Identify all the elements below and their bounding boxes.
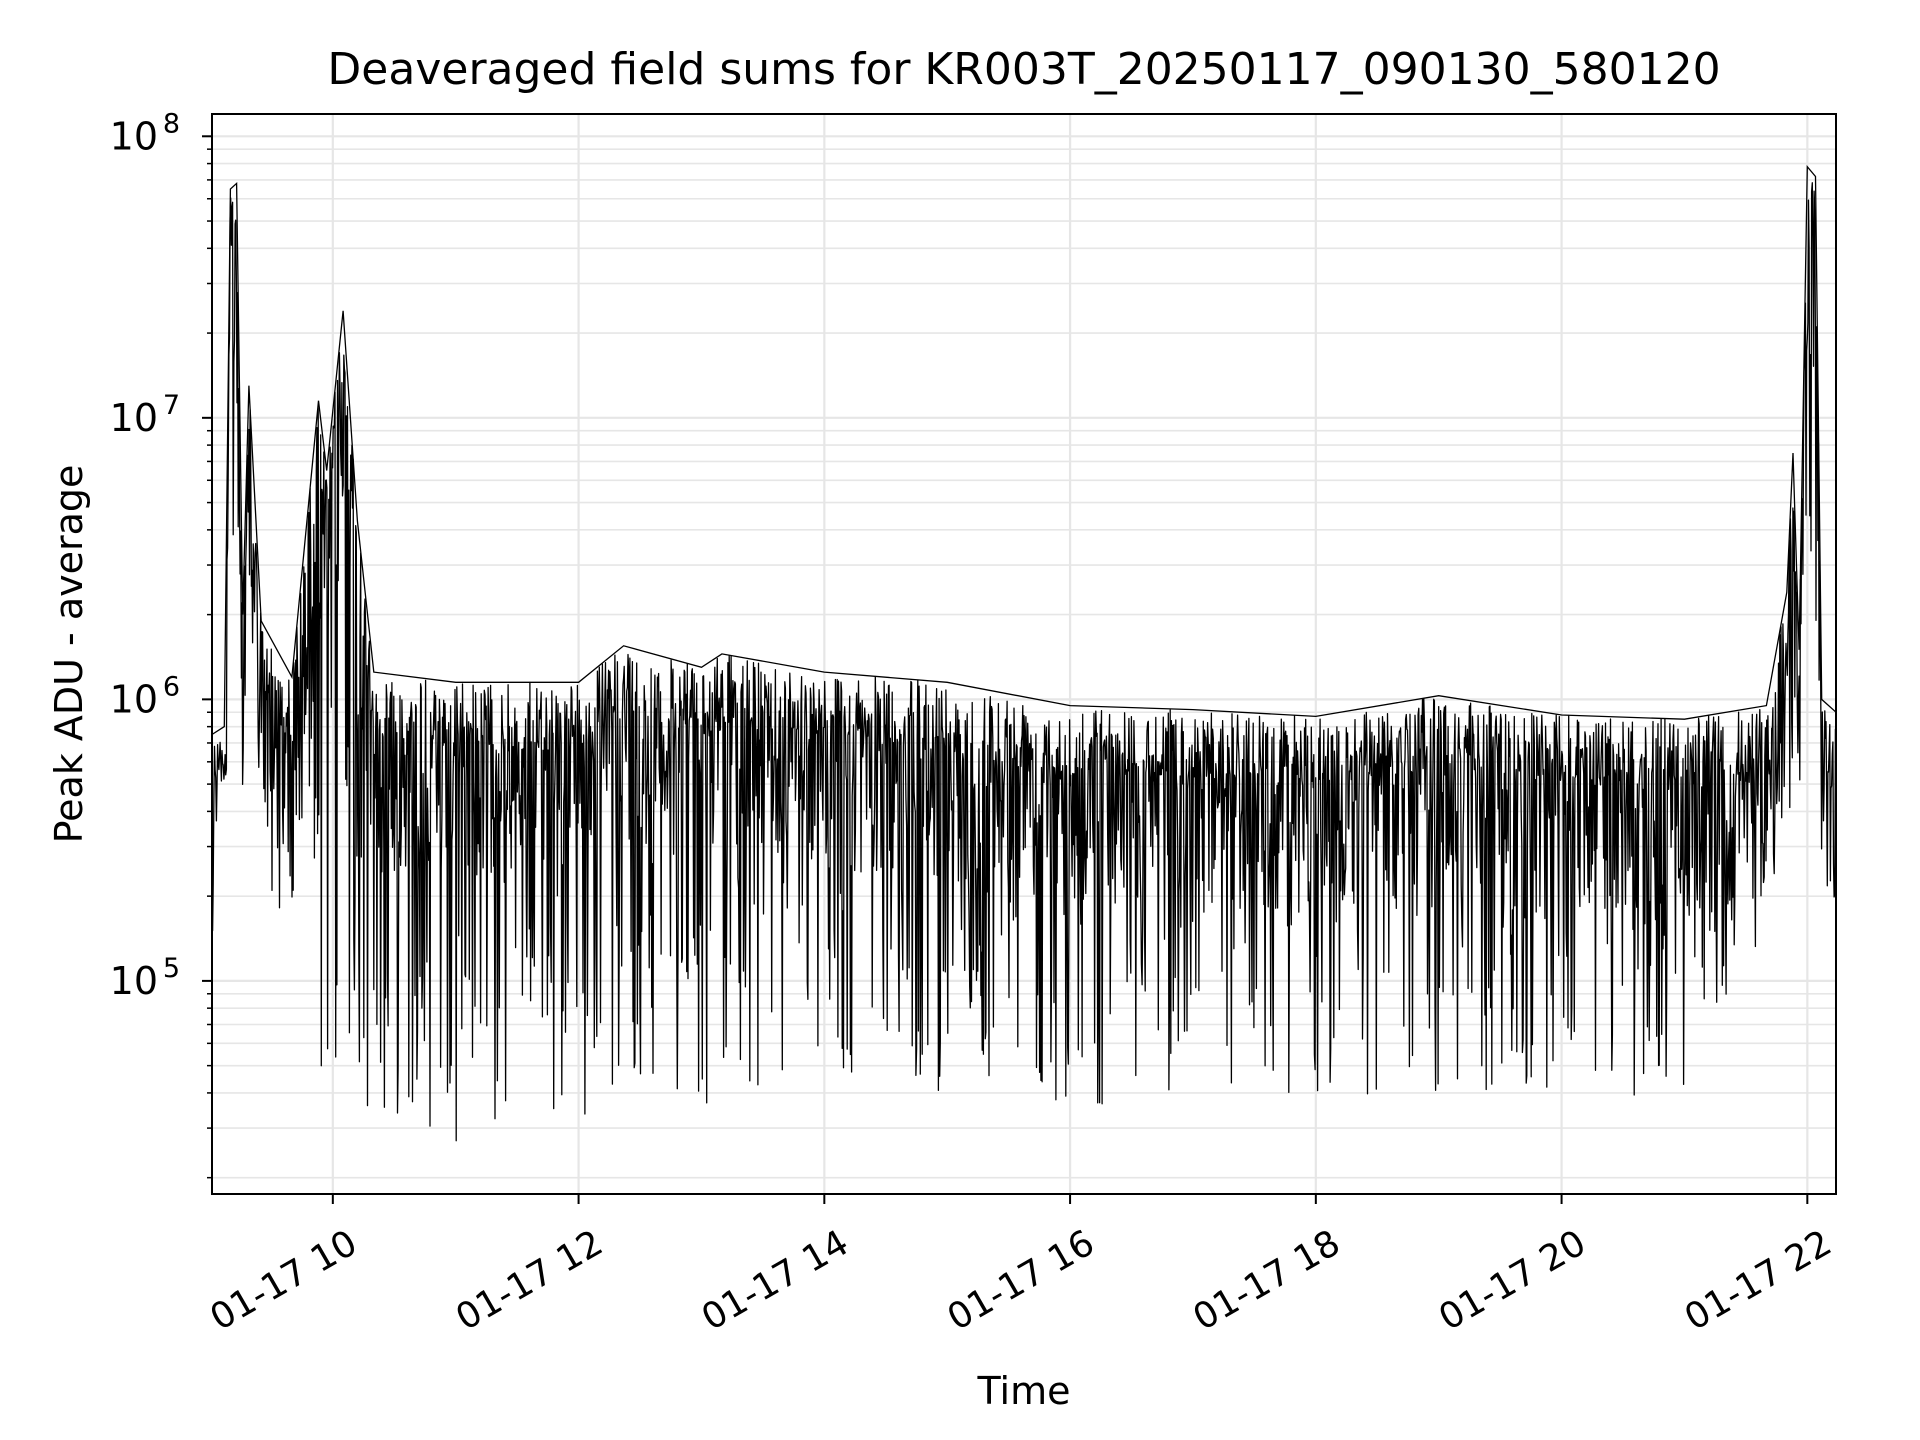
chart-title: Deaveraged field sums for KR003T_2025011… [327, 44, 1720, 95]
y-tick-label-exponent: 7 [163, 390, 180, 421]
series-line [211, 182, 1837, 1142]
y-tick-label: 10 [110, 396, 158, 440]
y-tick-label-exponent: 8 [163, 108, 180, 139]
series-upper-envelope [211, 164, 1837, 736]
y-tick-label: 10 [110, 677, 158, 721]
y-tick-label: 10 [110, 114, 158, 158]
series-layer [211, 164, 1837, 1142]
y-tick-label-exponent: 5 [163, 953, 180, 984]
y-tick-label: 10 [110, 959, 158, 1003]
plot-area-frame [211, 113, 1837, 1195]
y-axis-label: Peak ADU - average [47, 465, 91, 844]
x-axis-label: Time [977, 1369, 1071, 1413]
y-tick-label-exponent: 6 [163, 671, 180, 702]
